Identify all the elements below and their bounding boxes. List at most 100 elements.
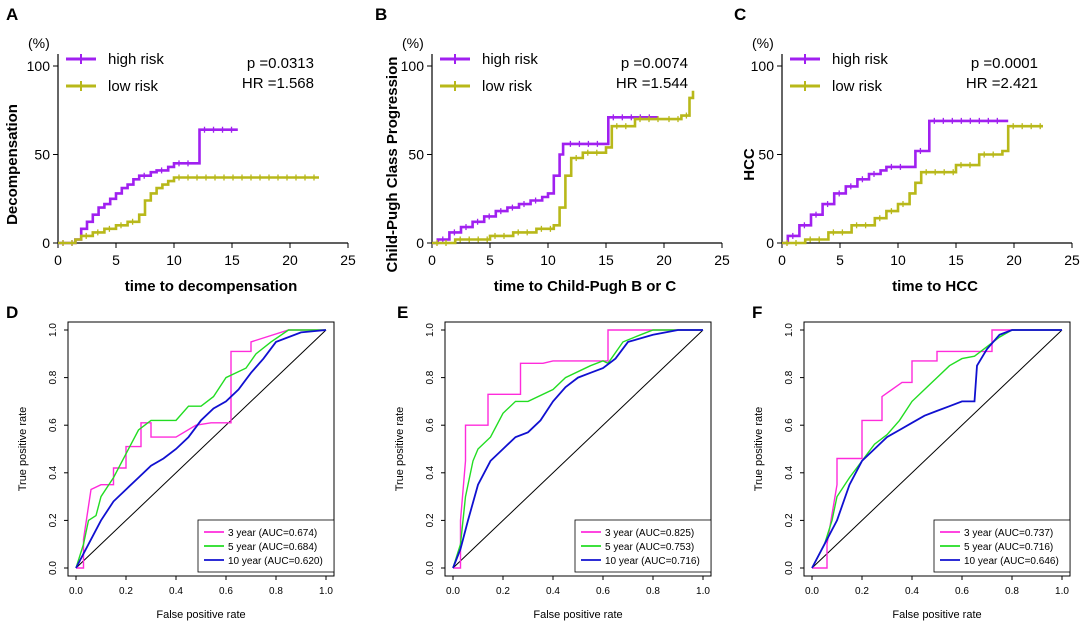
roc-curve-roc5 xyxy=(75,329,326,569)
x-tick-label: 0.8 xyxy=(1005,586,1019,597)
panel-a: A (%) 0 5 10 15 20 25 0 50 100 time to decompensati… xyxy=(4,5,356,295)
panel-d: D 0.0 0.2 0.4 0.6 0.8 1.0 0.0 0.2 0.4 0.6 0.8 1.0 Fal… xyxy=(6,303,335,621)
x-tick-label: 1.0 xyxy=(319,586,333,597)
x-tick-label: 0.8 xyxy=(269,586,283,597)
legend-entry: 10 year (AUC=0.620) xyxy=(228,556,323,567)
panel-c: C (%) 0 5 10 15 20 25 0 50 100 time to HCC HCC p =0.0… xyxy=(734,5,1080,295)
y-axis-label: Child-Pugh Class Progression xyxy=(384,57,401,273)
x-tick-label: 0.2 xyxy=(496,586,510,597)
y-tick-label: 100 xyxy=(751,58,775,74)
x-tick-label: 0.6 xyxy=(219,586,233,597)
roc-curve-roc3 xyxy=(812,329,1062,569)
panel-letter: B xyxy=(375,5,387,24)
y-tick-label: 1.0 xyxy=(425,323,436,337)
y-tick-label: 1.0 xyxy=(784,323,795,337)
x-tick-label: 0 xyxy=(54,252,62,268)
x-tick-label: 0.8 xyxy=(646,586,660,597)
legend-entry: high risk xyxy=(108,51,164,68)
y-tick-label: 0.0 xyxy=(48,561,59,575)
legend-entry: low risk xyxy=(482,78,533,95)
x-tick-label: 0.0 xyxy=(446,586,460,597)
y-tick-label: 0 xyxy=(416,235,424,251)
x-axis-label: False positive rate xyxy=(533,609,622,621)
roc-curve-roc3 xyxy=(453,329,703,569)
x-tick-label: 10 xyxy=(890,252,906,268)
km-curve-high xyxy=(782,119,1009,245)
plot-frame xyxy=(67,321,335,577)
panel-f: F 0.0 0.2 0.4 0.6 0.8 1.0 0.0 0.2 0.4 0.6 0.8 1.0 Fal… xyxy=(752,303,1071,621)
x-tick-label: 5 xyxy=(112,252,120,268)
y-tick-label: 0.6 xyxy=(425,418,436,432)
km-curve-low xyxy=(782,124,1043,245)
y-axis-label: HCC xyxy=(741,148,758,181)
legend-entry: 5 year (AUC=0.684) xyxy=(228,542,317,553)
p-value: p =0.0074 xyxy=(621,55,688,72)
legend-entry: 3 year (AUC=0.674) xyxy=(228,528,317,539)
x-tick-label: 0.2 xyxy=(119,586,133,597)
y-tick-label: 0.2 xyxy=(48,513,59,527)
roc-curve-roc5 xyxy=(811,329,1062,569)
y-tick-label: 50 xyxy=(408,147,424,163)
y-tick-label: 0.6 xyxy=(48,418,59,432)
x-tick-label: 10 xyxy=(166,252,182,268)
y-unit-label: (%) xyxy=(752,35,774,51)
panel-b: B (%) 0 5 10 15 20 25 0 50 100 time to Child-Pugh B… xyxy=(375,5,730,295)
diagonal-reference-line xyxy=(452,329,704,569)
panel-e: E 0.0 0.2 0.4 0.6 0.8 1.0 0.0 0.2 0.4 0.6 0.8 1.0 Fal… xyxy=(394,303,712,621)
x-tick-label: 25 xyxy=(714,252,730,268)
x-tick-label: 15 xyxy=(224,252,240,268)
y-tick-label: 0 xyxy=(766,235,774,251)
y-unit-label: (%) xyxy=(28,35,50,51)
y-axis-label: True positive rate xyxy=(753,407,765,492)
plot-frame xyxy=(803,321,1071,577)
roc-curve-roc5 xyxy=(452,329,703,569)
panel-letter: A xyxy=(6,5,18,24)
x-axis-label: time to Child-Pugh B or C xyxy=(494,278,677,295)
x-axis-label: False positive rate xyxy=(156,609,245,621)
roc-curve-roc10 xyxy=(452,329,703,569)
x-tick-label: 0.6 xyxy=(955,586,969,597)
x-tick-label: 25 xyxy=(1064,252,1080,268)
p-value: p =0.0313 xyxy=(247,55,314,72)
legend-entry: 5 year (AUC=0.753) xyxy=(605,542,694,553)
legend-entry: low risk xyxy=(108,78,159,95)
diagonal-reference-line xyxy=(75,329,327,569)
panel-letter: F xyxy=(752,303,762,322)
hazard-ratio: HR =1.568 xyxy=(242,75,314,92)
p-value: p =0.0001 xyxy=(971,55,1038,72)
y-tick-label: 0 xyxy=(42,235,50,251)
legend-entry: low risk xyxy=(832,78,883,95)
legend-entry: 5 year (AUC=0.716) xyxy=(964,542,1053,553)
legend-entry: 3 year (AUC=0.737) xyxy=(964,528,1053,539)
roc-curve-roc10 xyxy=(811,329,1062,569)
x-tick-label: 0.4 xyxy=(169,586,183,597)
x-tick-label: 0.4 xyxy=(546,586,560,597)
plot-frame xyxy=(444,321,712,577)
y-tick-label: 100 xyxy=(27,58,51,74)
panel-letter: E xyxy=(397,303,408,322)
y-tick-label: 50 xyxy=(34,147,50,163)
km-curve-low xyxy=(58,176,319,245)
km-curve-high xyxy=(432,116,659,245)
x-tick-label: 20 xyxy=(656,252,672,268)
x-axis-label: time to HCC xyxy=(892,278,978,295)
x-tick-label: 0 xyxy=(428,252,436,268)
legend-entry: high risk xyxy=(832,51,888,68)
y-tick-label: 0.8 xyxy=(784,370,795,384)
x-tick-label: 1.0 xyxy=(696,586,710,597)
x-tick-label: 0.0 xyxy=(69,586,83,597)
panel-letter: D xyxy=(6,303,18,322)
y-tick-label: 0.6 xyxy=(784,418,795,432)
x-tick-label: 5 xyxy=(486,252,494,268)
y-tick-label: 0.4 xyxy=(784,465,795,479)
hazard-ratio: HR =2.421 xyxy=(966,75,1038,92)
x-tick-label: 25 xyxy=(340,252,356,268)
roc-curve-roc3 xyxy=(76,329,326,569)
km-curve-high xyxy=(58,128,238,245)
y-tick-label: 1.0 xyxy=(48,323,59,337)
y-axis-label: True positive rate xyxy=(394,407,406,492)
roc-curve-roc10 xyxy=(75,329,327,569)
x-tick-label: 15 xyxy=(948,252,964,268)
x-tick-label: 0.6 xyxy=(596,586,610,597)
